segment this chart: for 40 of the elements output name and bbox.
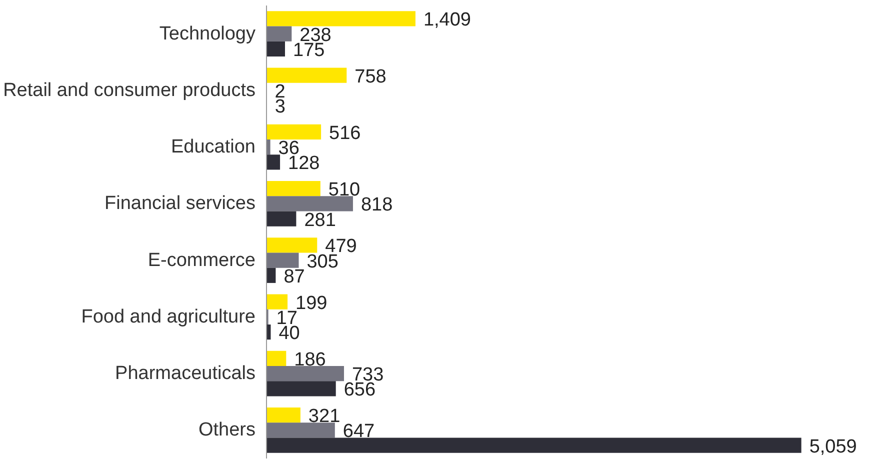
y-tick-label: E-commerce bbox=[148, 250, 256, 271]
bar bbox=[266, 154, 280, 170]
bar bbox=[266, 26, 292, 42]
data-label: 281 bbox=[304, 210, 336, 231]
bar bbox=[266, 11, 416, 26]
bar bbox=[266, 252, 299, 268]
y-tick-label: Education bbox=[170, 136, 256, 158]
bar bbox=[266, 196, 353, 212]
data-label: 5,059 bbox=[809, 436, 857, 458]
bar bbox=[266, 438, 802, 453]
data-label: 186 bbox=[294, 349, 326, 370]
data-label: 647 bbox=[342, 421, 375, 442]
data-label: 1,409 bbox=[423, 10, 471, 31]
data-label: 818 bbox=[360, 194, 393, 216]
bar bbox=[266, 366, 344, 382]
bar bbox=[266, 294, 288, 310]
bar bbox=[266, 124, 322, 140]
bar bbox=[266, 140, 270, 155]
data-label: 199 bbox=[296, 292, 328, 314]
data-label: 321 bbox=[308, 406, 340, 428]
data-label: 516 bbox=[329, 122, 361, 144]
bar bbox=[266, 422, 335, 438]
data-label: 510 bbox=[328, 180, 360, 201]
y-tick-label: Technology bbox=[159, 23, 256, 44]
bar bbox=[266, 408, 300, 423]
y-tick-label: Others bbox=[198, 420, 256, 441]
data-label: 87 bbox=[284, 266, 305, 288]
y-tick-label: Pharmaceuticals bbox=[115, 363, 256, 384]
bar bbox=[266, 350, 286, 366]
bar bbox=[266, 238, 318, 253]
bar bbox=[266, 41, 285, 56]
bar bbox=[266, 381, 336, 396]
y-tick-label: Food and agriculture bbox=[81, 306, 256, 328]
y-tick-label: Retail and consumer products bbox=[3, 80, 256, 101]
bar bbox=[266, 211, 296, 226]
y-tick-label: Financial services bbox=[104, 193, 256, 214]
bar bbox=[266, 268, 276, 283]
bar bbox=[266, 181, 320, 196]
bar bbox=[266, 68, 347, 83]
data-label: 758 bbox=[354, 66, 386, 88]
